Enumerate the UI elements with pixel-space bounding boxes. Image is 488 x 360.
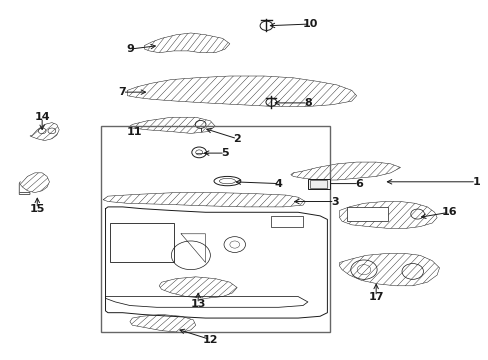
Text: 10: 10 [302,19,317,29]
Text: 2: 2 [233,134,241,144]
Text: 14: 14 [34,112,50,122]
Bar [271,216,303,226]
Text: 7: 7 [119,87,126,97]
Text: 13: 13 [190,299,205,309]
Text: 12: 12 [202,334,218,345]
Bar [346,207,387,221]
Text: 1: 1 [471,177,479,187]
Text: 9: 9 [126,44,134,54]
Bar [310,180,326,188]
Text: 15: 15 [29,204,45,214]
Text: 8: 8 [304,98,311,108]
Text: 3: 3 [330,197,338,207]
Bar [307,179,329,189]
Text: 6: 6 [354,179,362,189]
Text: 11: 11 [127,127,142,136]
Text: 4: 4 [274,179,282,189]
Text: 17: 17 [367,292,383,302]
Bar [110,223,173,262]
Text: 5: 5 [221,148,228,158]
Bar [101,126,329,332]
Text: 16: 16 [441,207,456,217]
